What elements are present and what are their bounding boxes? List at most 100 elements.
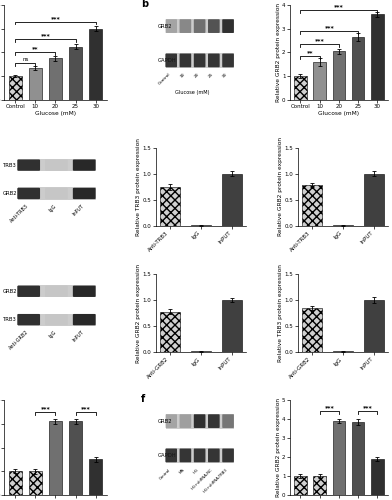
FancyBboxPatch shape (166, 18, 234, 34)
Text: Control: Control (158, 468, 171, 480)
Text: ns: ns (22, 57, 28, 62)
Y-axis label: Relative GRB2 protein expression: Relative GRB2 protein expression (276, 398, 281, 497)
Bar (69, 46, 82, 100)
Bar (9, 76, 22, 100)
Y-axis label: Relative TRB3 protein expression: Relative TRB3 protein expression (136, 138, 141, 236)
Text: GAPDH: GAPDH (158, 58, 176, 63)
FancyBboxPatch shape (73, 160, 96, 171)
Text: b: b (141, 0, 148, 10)
FancyBboxPatch shape (17, 286, 40, 297)
FancyBboxPatch shape (165, 19, 177, 33)
FancyBboxPatch shape (194, 19, 205, 33)
Bar (222, 174, 242, 226)
FancyBboxPatch shape (17, 160, 40, 171)
Text: ***: *** (325, 406, 334, 410)
Text: TRB3: TRB3 (2, 162, 16, 168)
Text: ***: *** (363, 406, 373, 410)
Text: ***: *** (40, 34, 50, 38)
Text: InPUT: InPUT (71, 330, 85, 343)
Bar (333, 225, 353, 226)
Text: **: ** (32, 46, 38, 52)
FancyBboxPatch shape (166, 53, 234, 68)
FancyBboxPatch shape (180, 54, 191, 68)
Bar (160, 312, 180, 352)
FancyBboxPatch shape (165, 54, 177, 68)
FancyBboxPatch shape (73, 188, 96, 199)
Text: ***: *** (325, 25, 334, 30)
Y-axis label: Relative GRB2 protein expression: Relative GRB2 protein expression (278, 138, 283, 236)
FancyBboxPatch shape (73, 286, 96, 297)
Bar (69, 422, 82, 495)
FancyBboxPatch shape (194, 414, 205, 428)
Text: GRB2: GRB2 (2, 289, 17, 294)
Bar (29, 68, 42, 100)
Text: ***: *** (51, 16, 60, 20)
Y-axis label: Relative GRB2 protein expression: Relative GRB2 protein expression (276, 3, 281, 102)
Text: InPUT: InPUT (71, 204, 85, 216)
FancyBboxPatch shape (180, 414, 191, 428)
FancyBboxPatch shape (222, 19, 234, 33)
Text: IgG: IgG (47, 204, 57, 212)
FancyBboxPatch shape (18, 314, 96, 326)
X-axis label: Glucose (mM): Glucose (mM) (35, 110, 76, 116)
Bar (29, 472, 42, 495)
Text: HG: HG (193, 468, 200, 474)
Text: 30: 30 (221, 72, 229, 79)
Text: HG+shRNA-TRB3: HG+shRNA-TRB3 (202, 468, 229, 493)
Text: **: ** (307, 50, 313, 55)
Text: 10: 10 (179, 72, 186, 79)
FancyBboxPatch shape (194, 54, 205, 68)
Bar (89, 28, 102, 100)
Text: HG+shRNA-NC: HG+shRNA-NC (191, 468, 214, 490)
Text: IgG: IgG (47, 330, 57, 339)
FancyBboxPatch shape (208, 19, 220, 33)
Text: GAPDH: GAPDH (158, 453, 176, 458)
Bar (364, 174, 384, 226)
Bar (313, 62, 326, 100)
Text: ***: *** (315, 38, 325, 43)
FancyBboxPatch shape (208, 54, 220, 68)
FancyBboxPatch shape (208, 414, 220, 428)
Bar (89, 460, 102, 495)
FancyBboxPatch shape (18, 188, 96, 200)
FancyBboxPatch shape (208, 448, 220, 462)
Y-axis label: Relative GRB2 protein expression: Relative GRB2 protein expression (136, 264, 141, 362)
Bar (222, 300, 242, 352)
Bar (313, 476, 326, 495)
FancyBboxPatch shape (17, 188, 40, 199)
Bar (352, 37, 365, 100)
FancyBboxPatch shape (166, 448, 234, 463)
Text: f: f (141, 394, 145, 404)
Text: Glucose (mM): Glucose (mM) (175, 90, 210, 95)
Text: TRB3: TRB3 (2, 317, 16, 322)
Text: GRB2: GRB2 (158, 418, 172, 424)
FancyBboxPatch shape (18, 285, 96, 298)
Bar (352, 422, 365, 495)
Bar (160, 187, 180, 226)
Bar (333, 421, 345, 495)
Bar (49, 422, 62, 495)
FancyBboxPatch shape (222, 54, 234, 68)
FancyBboxPatch shape (17, 314, 40, 326)
Text: 25: 25 (207, 72, 214, 79)
FancyBboxPatch shape (165, 414, 177, 428)
Bar (302, 308, 322, 352)
FancyBboxPatch shape (73, 314, 96, 326)
FancyBboxPatch shape (18, 159, 96, 171)
Y-axis label: Relative TRB3 protein expression: Relative TRB3 protein expression (278, 264, 283, 362)
FancyBboxPatch shape (222, 414, 234, 428)
FancyBboxPatch shape (222, 448, 234, 462)
Text: Anti-TRB3: Anti-TRB3 (9, 204, 29, 224)
Text: Control: Control (158, 72, 171, 86)
FancyBboxPatch shape (165, 448, 177, 462)
Text: Anti-GRB2: Anti-GRB2 (8, 330, 29, 351)
Text: GRB2: GRB2 (158, 24, 172, 28)
Bar (302, 186, 322, 226)
Text: GRB2: GRB2 (2, 191, 17, 196)
Text: MA: MA (179, 468, 186, 474)
FancyBboxPatch shape (166, 414, 234, 428)
Text: ***: *** (40, 406, 50, 411)
Bar (371, 459, 384, 495)
Bar (9, 472, 22, 495)
Text: ***: *** (334, 4, 344, 9)
